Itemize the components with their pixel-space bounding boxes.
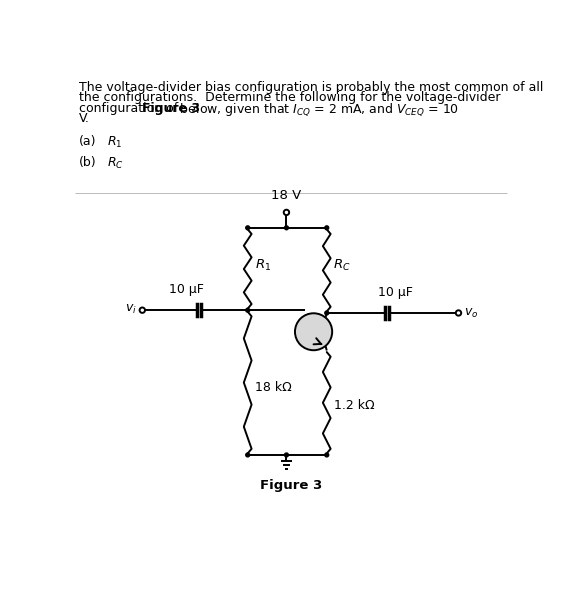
Text: configuration of: configuration of	[79, 101, 182, 114]
Text: $v_o$: $v_o$	[464, 306, 478, 320]
Text: 10 μF: 10 μF	[378, 286, 412, 299]
Text: (b): (b)	[79, 156, 97, 169]
Circle shape	[246, 308, 250, 312]
Circle shape	[325, 311, 329, 315]
Text: 18 V: 18 V	[272, 189, 302, 202]
Text: 18 kΩ: 18 kΩ	[256, 381, 292, 394]
Text: V.: V.	[79, 112, 90, 125]
Circle shape	[246, 226, 250, 230]
Circle shape	[295, 313, 332, 350]
Text: Figure 3: Figure 3	[260, 479, 322, 492]
Text: (a): (a)	[79, 135, 96, 148]
Circle shape	[325, 453, 329, 457]
Circle shape	[246, 453, 250, 457]
Text: $R_1$: $R_1$	[256, 258, 272, 274]
Text: the configurations.  Determine the following for the voltage-divider: the configurations. Determine the follow…	[79, 91, 500, 104]
Text: 10 μF: 10 μF	[169, 284, 204, 296]
Text: $R_1$: $R_1$	[107, 135, 122, 150]
Text: $v_i$: $v_i$	[125, 303, 137, 316]
Text: $R_C$: $R_C$	[107, 156, 123, 171]
Text: The voltage-divider bias configuration is probably the most common of all: The voltage-divider bias configuration i…	[79, 81, 543, 93]
Circle shape	[325, 226, 329, 230]
Text: Figure 3: Figure 3	[142, 101, 201, 114]
Circle shape	[285, 453, 289, 457]
Text: $R_C$: $R_C$	[333, 258, 350, 273]
Circle shape	[285, 226, 289, 230]
Text: below, given that $I_{CQ}$ = 2 mA, and $V_{CEQ}$ = 10: below, given that $I_{CQ}$ = 2 mA, and $…	[176, 101, 460, 118]
Text: 1.2 kΩ: 1.2 kΩ	[335, 399, 375, 412]
